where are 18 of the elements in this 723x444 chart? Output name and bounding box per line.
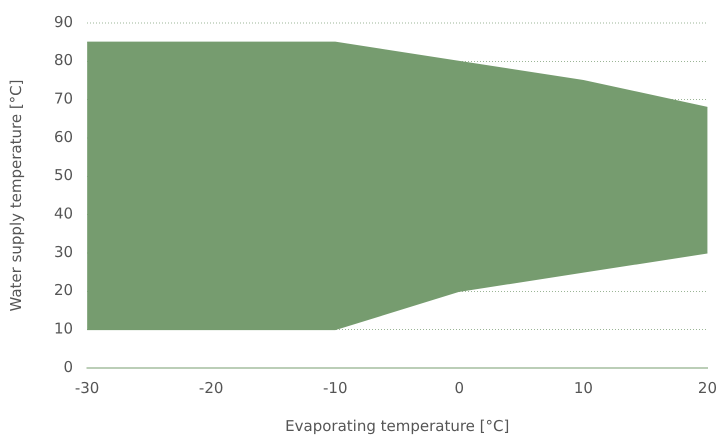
x-tick-label: -10: [322, 378, 348, 397]
x-tick-label: -30: [74, 378, 100, 397]
x-tick-label: 0: [454, 378, 464, 397]
y-tick-label: 0: [64, 358, 74, 376]
y-tick-label: 10: [54, 320, 74, 338]
y-tick-label: 30: [54, 242, 74, 261]
y-axis-title: Water supply temperature [°C]: [6, 79, 25, 312]
y-tick-label: 70: [54, 90, 74, 108]
y-tick-label: 20: [54, 281, 74, 300]
x-tick-label: 10: [574, 378, 593, 397]
x-tick-label: 20: [698, 378, 718, 397]
y-tick-label: 50: [54, 166, 74, 184]
y-tick-label: 60: [54, 128, 74, 146]
y-tick-label: 90: [54, 12, 74, 31]
x-axis-title: Evaporating temperature [°C]: [285, 416, 510, 435]
x-tick-label: -20: [198, 378, 224, 397]
y-tick-label: 80: [54, 51, 74, 70]
y-tick-label: 40: [54, 204, 74, 223]
